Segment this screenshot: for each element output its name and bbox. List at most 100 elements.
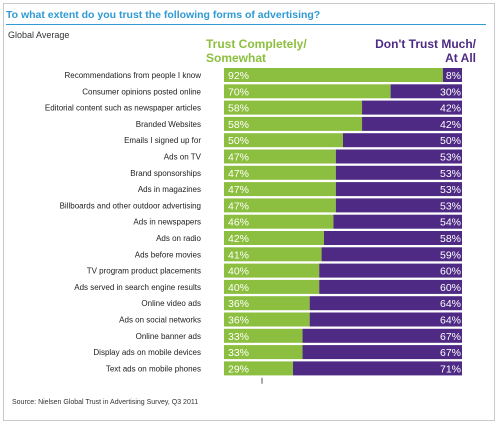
trust-bar — [224, 84, 391, 99]
legend-trust-line2: Somewhat — [206, 51, 267, 65]
trust-value-label: 33% — [228, 347, 249, 359]
chart-subtitle: Global Average — [8, 30, 70, 40]
category-label: Text ads on mobile phones — [106, 364, 201, 373]
legend-trust-line1: Trust Completely/ — [206, 37, 307, 51]
legend-distrust-line1: Don't Trust Much/ — [375, 37, 476, 51]
distrust-bar — [309, 312, 462, 327]
trust-bar — [224, 116, 363, 131]
trust-value-label: 40% — [228, 266, 249, 278]
distrust-bar — [390, 84, 462, 99]
distrust-value-label: 42% — [440, 119, 461, 131]
category-label: Emails I signed up for — [124, 136, 201, 145]
legend-trust: Trust Completely/ Somewhat — [206, 37, 326, 65]
category-label: Ads before movies — [135, 250, 201, 259]
category-label: Recommendations from people I know — [64, 71, 201, 80]
distrust-bar — [335, 182, 462, 197]
legend-distrust-line2: At All — [445, 51, 476, 65]
distrust-value-label: 67% — [440, 331, 461, 343]
trust-bar — [224, 231, 324, 245]
distrust-value-label: 59% — [440, 249, 461, 261]
distrust-bar — [319, 279, 462, 294]
distrust-value-label: 64% — [440, 298, 461, 310]
category-label: Online video ads — [141, 299, 201, 308]
distrust-bar — [302, 345, 462, 360]
trust-value-label: 92% — [228, 70, 249, 82]
distrust-bar — [323, 231, 462, 245]
category-label: Billboards and other outdoor advertising — [60, 201, 201, 210]
distrust-bar — [309, 296, 462, 311]
trust-bar — [224, 149, 336, 164]
distrust-bar — [362, 116, 462, 131]
distrust-value-label: 8% — [446, 70, 461, 82]
category-label: Ads on social networks — [119, 316, 201, 325]
distrust-bar — [293, 361, 462, 376]
trust-bar — [224, 198, 336, 213]
distrust-value-label: 64% — [440, 315, 461, 327]
distrust-bar — [442, 68, 462, 82]
category-label: Ads on TV — [164, 153, 202, 162]
trust-value-label: 42% — [228, 233, 249, 245]
distrust-value-label: 67% — [440, 347, 461, 359]
trust-bar — [224, 312, 310, 327]
trust-bar — [224, 68, 443, 82]
distrust-bar — [335, 165, 462, 180]
trust-bar — [224, 345, 303, 360]
distrust-bar — [333, 214, 462, 229]
distrust-value-label: 50% — [440, 135, 461, 147]
distrust-value-label: 60% — [440, 282, 461, 294]
chart-source: Source: Nielsen Global Trust in Advertis… — [12, 399, 199, 406]
distrust-value-label: 54% — [440, 217, 461, 229]
trust-bar — [224, 133, 343, 148]
distrust-value-label: 71% — [440, 363, 461, 375]
trust-bar — [224, 214, 334, 229]
trust-value-label: 58% — [228, 103, 249, 115]
distrust-value-label: 53% — [440, 184, 461, 196]
trust-value-label: 36% — [228, 315, 249, 327]
distrust-value-label: 53% — [440, 152, 461, 164]
category-label: Editorial content such as newspaper arti… — [45, 104, 201, 113]
trust-value-label: 47% — [228, 152, 249, 164]
trust-bar — [224, 165, 336, 180]
trust-value-label: 29% — [228, 363, 249, 375]
trust-bar — [224, 263, 320, 278]
trust-value-label: 58% — [228, 119, 249, 131]
trust-bar — [224, 247, 322, 262]
category-label: Ads in magazines — [138, 185, 201, 194]
distrust-bar — [335, 149, 462, 164]
trust-value-label: 36% — [228, 298, 249, 310]
distrust-value-label: 53% — [440, 168, 461, 180]
distrust-value-label: 60% — [440, 266, 461, 278]
trust-value-label: 47% — [228, 168, 249, 180]
distrust-bar — [319, 263, 462, 278]
category-label: Consumer opinions posted online — [82, 87, 201, 96]
category-label: Ads served in search engine results — [74, 283, 201, 292]
trust-value-label: 40% — [228, 282, 249, 294]
distrust-value-label: 42% — [440, 103, 461, 115]
chart-title: To what extent do you trust the followin… — [6, 9, 321, 21]
trust-bar — [224, 296, 310, 311]
trust-value-label: 47% — [228, 200, 249, 212]
trust-bar — [224, 100, 363, 115]
category-label: Ads on radio — [156, 234, 201, 243]
distrust-bar — [302, 328, 462, 343]
distrust-value-label: 30% — [440, 86, 461, 98]
category-label: Branded Websites — [136, 120, 201, 129]
category-label: Display ads on mobile devices — [93, 348, 201, 357]
category-label: Brand sponsorships — [130, 169, 201, 178]
distrust-value-label: 53% — [440, 200, 461, 212]
legend-distrust: Don't Trust Much/ At All — [348, 37, 476, 65]
distrust-bar — [335, 198, 462, 213]
distrust-bar — [362, 100, 462, 115]
trust-value-label: 50% — [228, 135, 249, 147]
trust-value-label: 46% — [228, 217, 249, 229]
title-divider — [6, 24, 486, 25]
trust-value-label: 33% — [228, 331, 249, 343]
distrust-bar — [343, 133, 462, 148]
category-label: Online banner ads — [136, 332, 201, 341]
distrust-bar — [321, 247, 462, 262]
distrust-value-label: 58% — [440, 233, 461, 245]
trust-value-label: 70% — [228, 86, 249, 98]
trust-bar — [224, 279, 320, 294]
trust-bar — [224, 182, 336, 197]
